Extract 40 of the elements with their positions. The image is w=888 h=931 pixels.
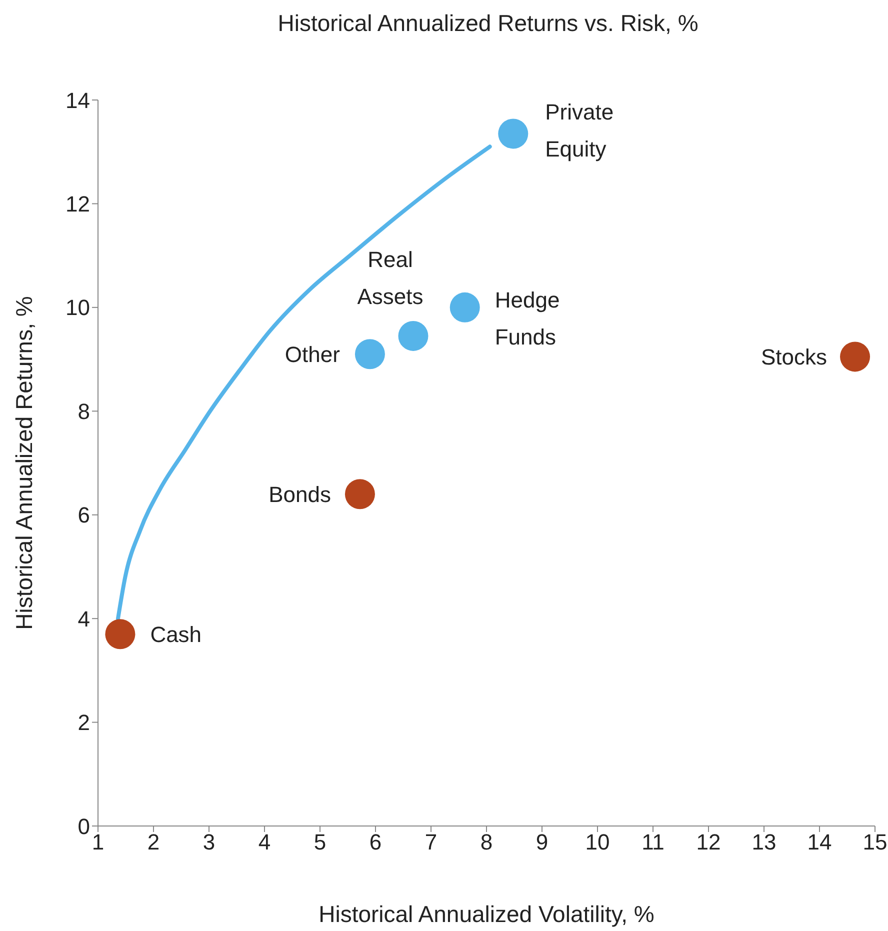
chart-title: Historical Annualized Returns vs. Risk, % <box>276 10 700 37</box>
point <box>450 292 480 322</box>
x-tick-label: 14 <box>807 830 832 855</box>
y-tick-label: 12 <box>66 192 90 217</box>
y-axis-title: Historical Annualized Returns, % <box>11 296 37 630</box>
x-tick-label: 2 <box>147 830 160 855</box>
x-tick-label: 1 <box>92 830 104 855</box>
y-tick-label: 8 <box>78 398 90 424</box>
y-tick-label: 2 <box>78 710 90 736</box>
x-tick-label: 13 <box>752 830 776 855</box>
y-tick-label: 10 <box>66 295 90 320</box>
x-tick-label: 12 <box>696 830 721 855</box>
point <box>840 342 870 372</box>
y-tick-label: 6 <box>78 502 90 528</box>
y-tick-label: 0 <box>78 814 90 839</box>
x-tick-label: 7 <box>424 830 438 855</box>
x-tick-label: 6 <box>369 830 382 855</box>
annotation: Real Assets <box>357 246 424 308</box>
point <box>498 118 528 149</box>
annotation: Other <box>284 342 340 367</box>
annotation: Private Equity <box>545 99 614 162</box>
annotation: Hedge Funds <box>494 286 560 349</box>
x-tick-label: 3 <box>202 830 216 855</box>
x-tick-label: 8 <box>480 830 493 855</box>
point <box>344 479 375 510</box>
x-tick-label: 5 <box>314 830 326 855</box>
x-tick-label: 11 <box>642 830 664 855</box>
annotation: Cash <box>150 622 202 647</box>
point <box>105 619 136 650</box>
x-axis-title: Historical Annualized Volatility, % <box>318 901 654 927</box>
y-tick-label: 14 <box>66 88 90 113</box>
annotation: Stocks <box>760 344 828 370</box>
x-tick-label: 10 <box>585 830 610 855</box>
point <box>398 320 428 351</box>
y-tick-label: 4 <box>78 606 90 632</box>
annotation: Bonds <box>268 482 331 507</box>
x-tick-label: 4 <box>258 830 271 855</box>
point <box>354 339 385 370</box>
x-tick-label: 9 <box>536 830 548 855</box>
x-tick-label: 15 <box>862 830 888 855</box>
